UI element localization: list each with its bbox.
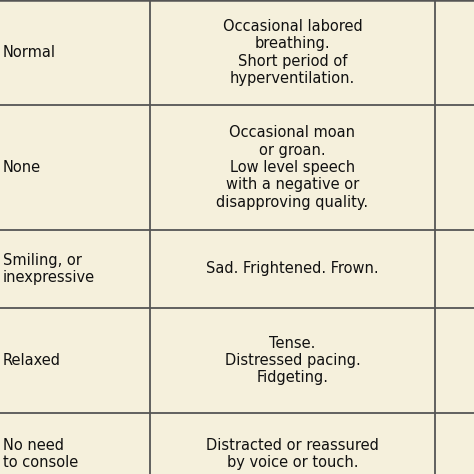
- Text: Relaxed: Relaxed: [3, 353, 61, 368]
- Text: Occasional labored
breathing.
Short period of
hyperventilation.: Occasional labored breathing. Short peri…: [223, 19, 363, 86]
- Text: Distracted or reassured
by voice or touch.: Distracted or reassured by voice or touc…: [206, 438, 379, 470]
- Text: Occasional moan
or groan.
Low level speech
with a negative or
disapproving quali: Occasional moan or groan. Low level spee…: [217, 125, 369, 210]
- Text: Tense.
Distressed pacing.
Fidgeting.: Tense. Distressed pacing. Fidgeting.: [225, 336, 360, 385]
- Text: No need
to console: No need to console: [3, 438, 78, 470]
- Text: None: None: [3, 160, 41, 175]
- Text: Sad. Frightened. Frown.: Sad. Frightened. Frown.: [206, 262, 379, 276]
- Text: Smiling, or
inexpressive: Smiling, or inexpressive: [3, 253, 95, 285]
- Text: Normal: Normal: [3, 45, 56, 60]
